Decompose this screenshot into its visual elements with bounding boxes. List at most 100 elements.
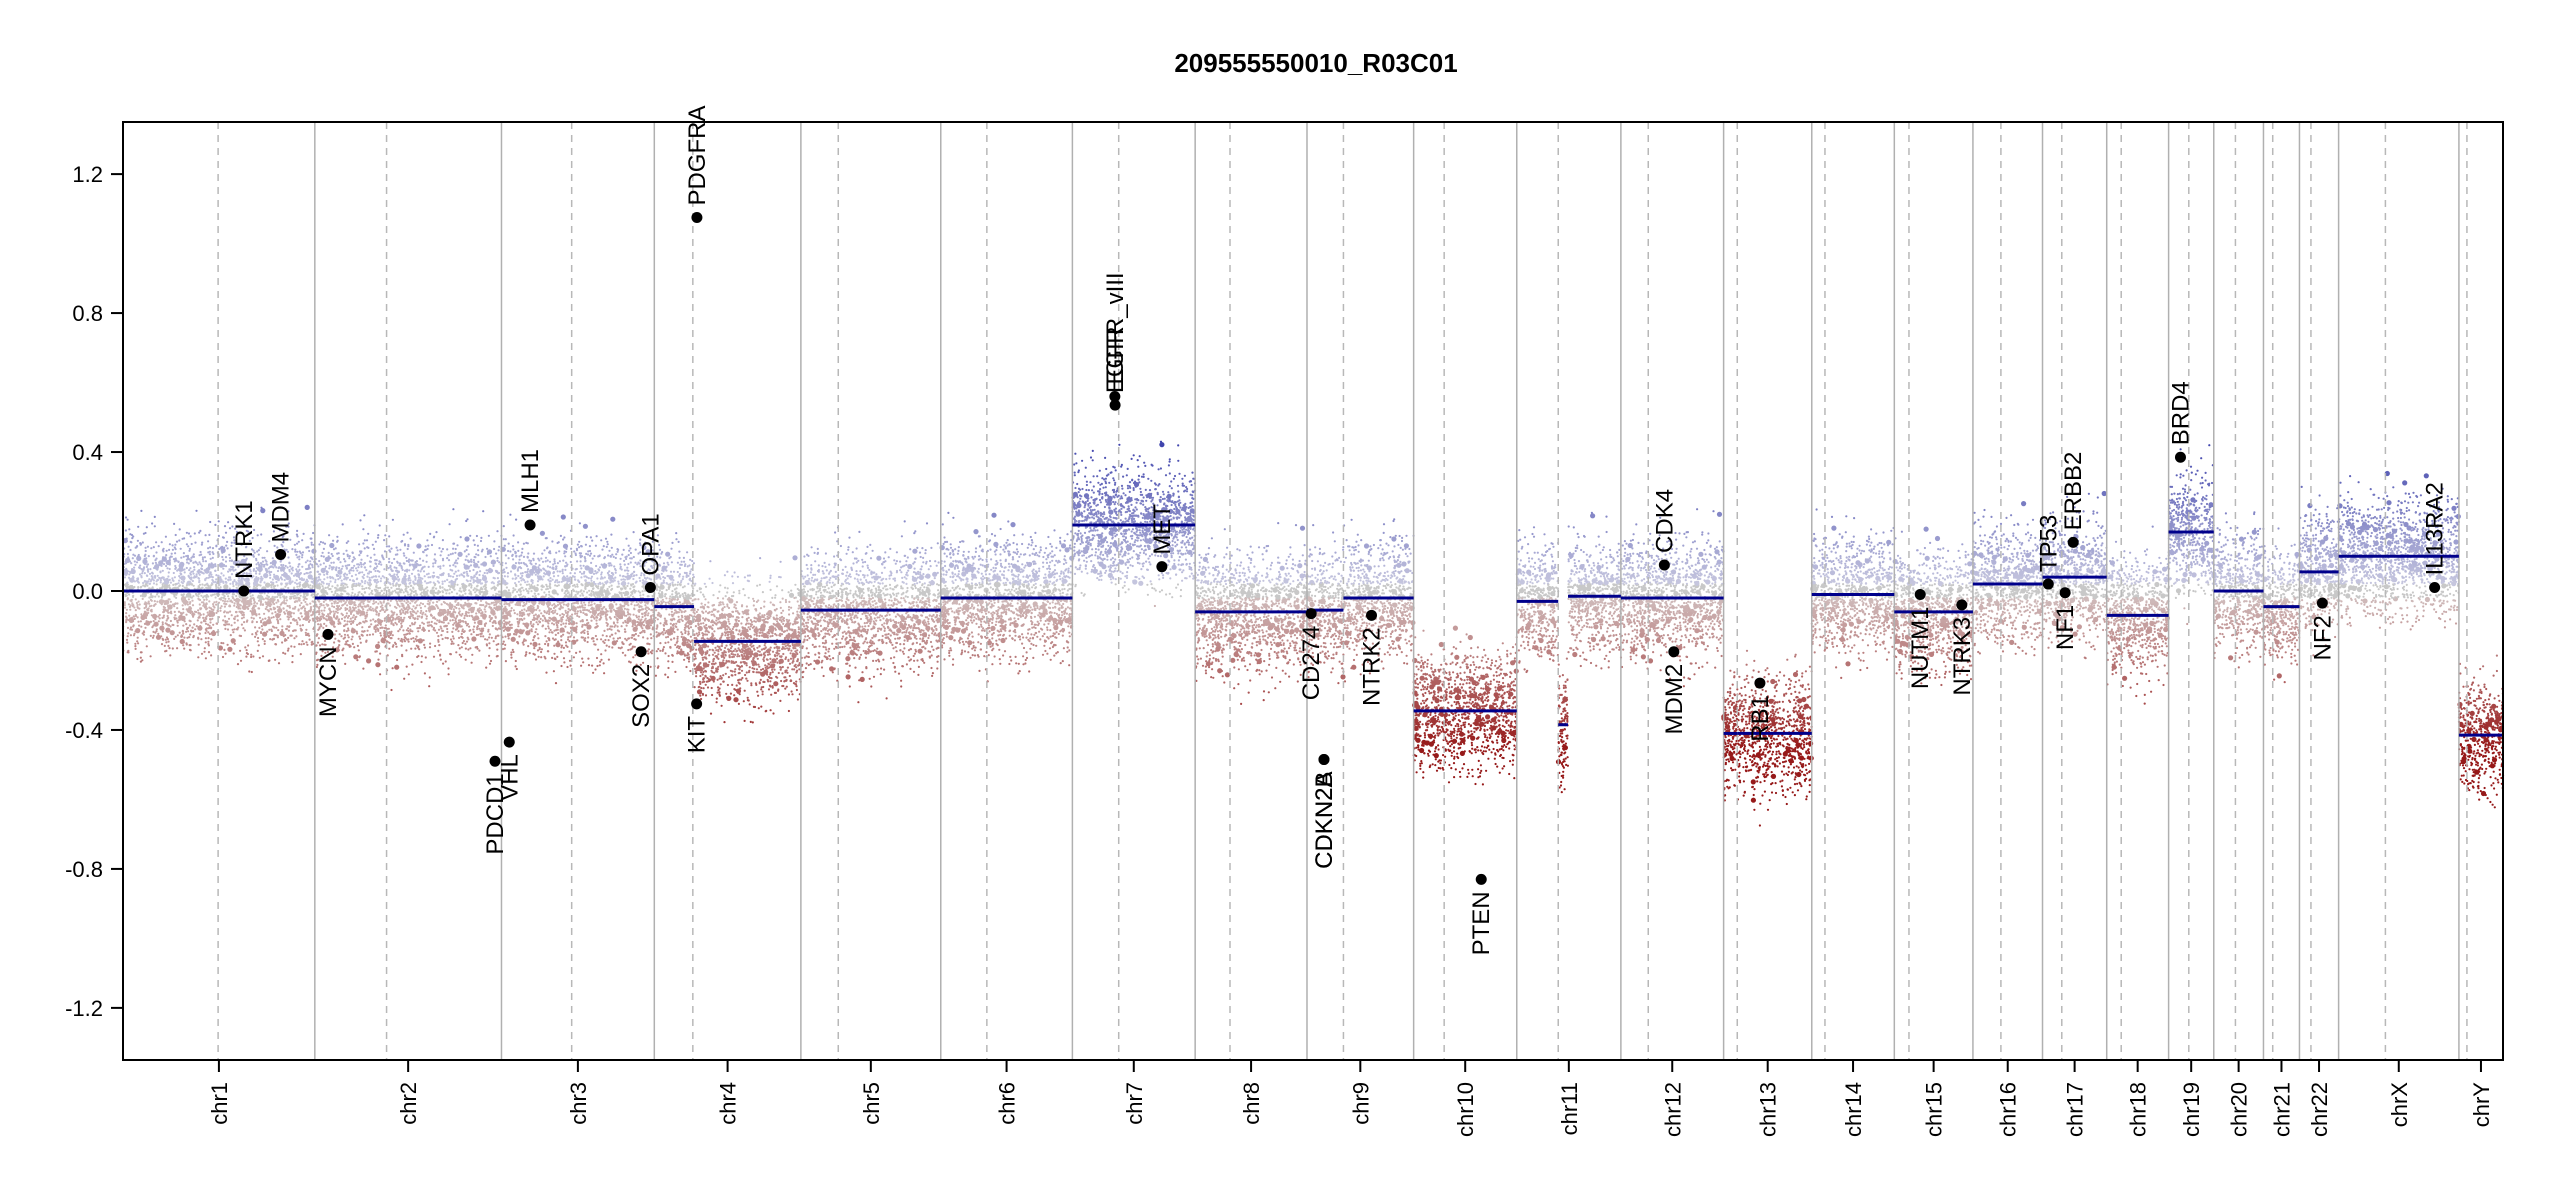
probe-point	[401, 599, 403, 601]
probe-point	[377, 603, 379, 605]
probe-point	[296, 551, 298, 553]
probe-point	[377, 659, 379, 661]
probe-point	[299, 585, 301, 587]
probe-point	[200, 638, 202, 640]
probe-point	[395, 599, 397, 601]
probe-point	[316, 616, 318, 618]
probe-point	[415, 594, 417, 596]
probe-point	[335, 589, 337, 591]
probe-point	[442, 559, 444, 561]
probe-point	[463, 617, 465, 619]
probe-point	[421, 578, 423, 580]
probe-point	[125, 561, 127, 563]
probe-point	[461, 574, 463, 576]
probe-point	[359, 638, 361, 640]
probe-point	[129, 606, 131, 608]
probe-point	[429, 581, 431, 583]
probe-point	[593, 555, 595, 557]
probe-point	[287, 637, 289, 639]
probe-point	[465, 585, 467, 587]
probe-point	[155, 551, 157, 553]
probe-point	[326, 583, 328, 585]
probe-point	[266, 631, 268, 633]
probe-point	[578, 541, 580, 543]
probe-point	[492, 562, 494, 564]
probe-point	[268, 616, 270, 618]
probe-point	[622, 583, 624, 585]
probe-point	[433, 536, 435, 538]
probe-point	[396, 574, 398, 576]
probe-point	[331, 568, 333, 570]
probe-point	[242, 605, 247, 610]
probe-point	[603, 672, 605, 674]
probe-point	[462, 642, 464, 644]
probe-point	[357, 606, 359, 608]
probe-point	[205, 571, 207, 573]
probe-point	[424, 549, 426, 551]
probe-point	[146, 620, 148, 622]
probe-point	[300, 572, 302, 574]
probe-point	[352, 643, 354, 645]
probe-point	[175, 584, 177, 586]
probe-point	[434, 553, 436, 555]
probe-point	[277, 570, 279, 572]
probe-point	[344, 560, 346, 562]
probe-point	[396, 582, 398, 584]
probe-point	[166, 636, 168, 638]
probe-point	[250, 656, 252, 658]
probe-point	[127, 632, 129, 634]
probe-point	[361, 585, 363, 587]
probe-point	[192, 636, 194, 638]
probe-point	[449, 611, 451, 613]
probe-point	[256, 602, 258, 604]
probe-point	[429, 646, 431, 648]
probe-point	[349, 609, 351, 611]
probe-point	[473, 575, 475, 577]
probe-point	[381, 554, 383, 556]
probe-point	[191, 583, 193, 585]
probe-point	[488, 655, 490, 657]
probe-point	[525, 651, 527, 653]
probe-point	[212, 630, 214, 632]
probe-point	[435, 588, 437, 590]
probe-point	[327, 559, 329, 561]
probe-point	[300, 612, 302, 614]
probe-point	[489, 633, 491, 635]
probe-point	[570, 548, 572, 550]
probe-point	[391, 592, 393, 594]
probe-point	[387, 567, 389, 569]
probe-point	[495, 570, 497, 572]
probe-point	[384, 627, 386, 629]
probe-point	[424, 580, 426, 582]
probe-point	[358, 609, 360, 611]
probe-point	[374, 570, 376, 572]
probe-point	[259, 657, 261, 659]
probe-point	[138, 601, 140, 603]
probe-point	[210, 627, 212, 629]
probe-point	[176, 647, 178, 649]
probe-point	[447, 637, 449, 639]
probe-point	[218, 535, 220, 537]
probe-point	[434, 562, 436, 564]
probe-point	[348, 557, 350, 559]
probe-point	[210, 654, 212, 656]
probe-point	[349, 603, 351, 605]
probe-point	[475, 588, 477, 590]
probe-point	[633, 608, 635, 610]
probe-point	[375, 610, 377, 612]
probe-point	[223, 649, 225, 651]
probe-point	[330, 580, 332, 582]
probe-point	[400, 541, 402, 543]
probe-point	[277, 636, 279, 638]
probe-point	[417, 615, 419, 617]
probe-point	[207, 540, 209, 542]
probe-point	[138, 625, 140, 627]
probe-point	[164, 603, 166, 605]
probe-point	[326, 615, 328, 617]
probe-point	[447, 622, 449, 624]
probe-point	[471, 662, 473, 664]
probe-point	[209, 612, 214, 617]
probe-point	[308, 586, 310, 588]
probe-point	[132, 587, 134, 589]
probe-point	[294, 595, 296, 597]
